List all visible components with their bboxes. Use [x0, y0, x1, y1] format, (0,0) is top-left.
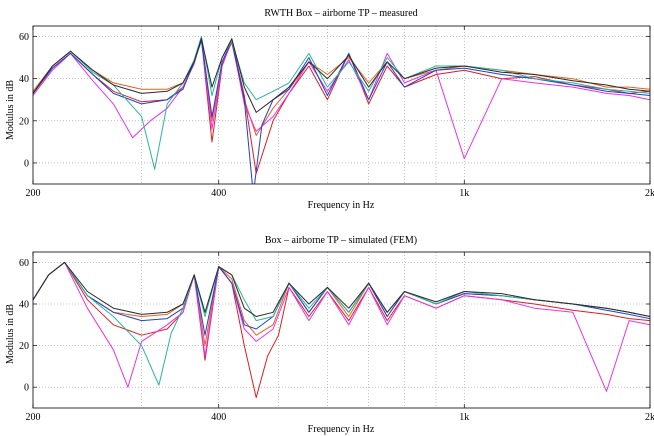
plot-frame: [32, 25, 651, 185]
series-line: [33, 261, 650, 336]
series-line: [33, 38, 650, 113]
x-tick-label: 2k: [645, 188, 654, 199]
x-tick-label: 400: [211, 412, 226, 423]
y-tick-label: 40: [19, 300, 29, 311]
x-axis-label: Frequency in Hz: [308, 424, 375, 435]
x-axis-label: Frequency in Hz: [308, 200, 375, 211]
y-axis-label: Modulus in dB: [5, 80, 16, 140]
x-tick-label: 1k: [459, 188, 469, 199]
chart-panel-measured: RWTH Box – airborne TP – measured Freque…: [5, 8, 654, 211]
axis-ticks: 200 400 1k 2k 0 20 40 60: [19, 26, 654, 199]
series-line: [33, 261, 650, 392]
grid: [33, 252, 650, 408]
y-tick-label: 40: [19, 74, 29, 85]
plot-frame: [32, 251, 651, 409]
y-tick-label: 60: [19, 258, 29, 269]
grid: [33, 26, 650, 184]
y-tick-label: 0: [24, 158, 29, 169]
plot-area: [33, 36, 650, 184]
x-tick-label: 1k: [459, 412, 469, 423]
x-tick-label: 400: [211, 188, 226, 199]
y-tick-label: 20: [19, 116, 29, 127]
chart-title: RWTH Box – airborne TP – measured: [264, 8, 417, 19]
y-tick-label: 20: [19, 341, 29, 352]
series-line: [33, 36, 650, 170]
y-tick-label: 60: [19, 32, 29, 43]
x-tick-label: 2k: [645, 412, 654, 423]
chart-title: Box – airborne TP – simulated (FEM): [265, 235, 417, 246]
series-line: [33, 261, 650, 317]
x-tick-label: 200: [26, 188, 41, 199]
series-line: [33, 261, 650, 399]
series-line: [33, 36, 650, 136]
series-line: [33, 38, 650, 174]
series-line: [33, 38, 650, 160]
y-tick-label: 0: [24, 383, 29, 394]
plot-area: [33, 261, 650, 399]
x-tick-label: 200: [26, 412, 41, 423]
axis-ticks: 200 400 1k 2k 0 20 40 60: [19, 252, 654, 423]
series-line: [33, 261, 650, 386]
y-axis-label: Modulus in dB: [5, 304, 16, 364]
chart-panel-simulated: Box – airborne TP – simulated (FEM) Freq…: [5, 235, 654, 435]
series-line: [33, 40, 650, 184]
